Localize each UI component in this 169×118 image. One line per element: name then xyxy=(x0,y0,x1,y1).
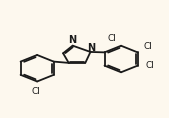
Text: Cl: Cl xyxy=(146,61,154,70)
Text: Cl: Cl xyxy=(107,34,116,43)
Text: N: N xyxy=(87,43,95,53)
Text: Cl: Cl xyxy=(144,42,153,51)
Text: Cl: Cl xyxy=(32,87,41,96)
Text: N: N xyxy=(68,36,76,45)
